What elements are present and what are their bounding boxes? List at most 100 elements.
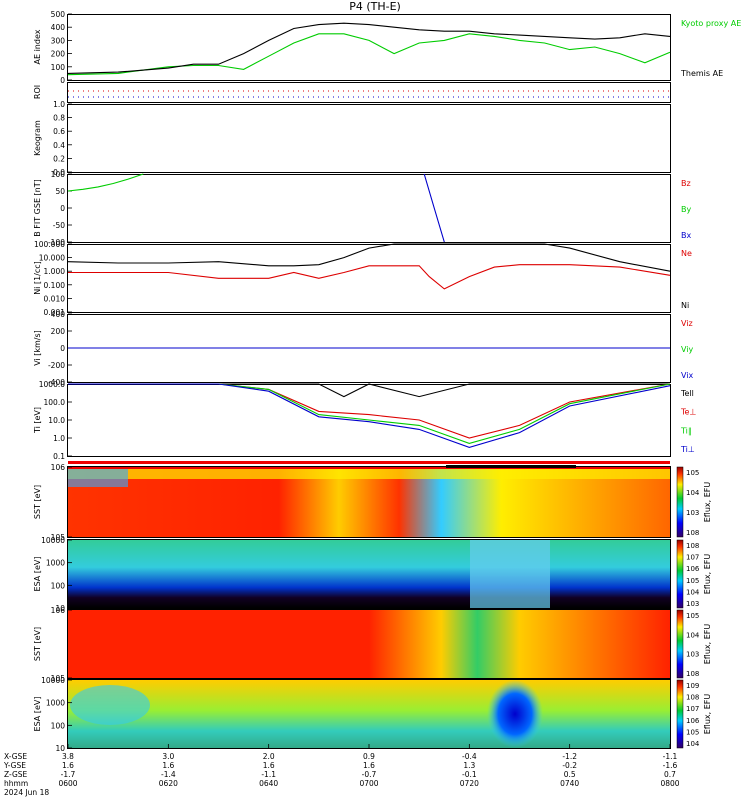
ytick-label-esa_ions: 10: [55, 604, 65, 613]
orbit-row-value: 1.6: [162, 761, 174, 770]
ytick-label-keogram: 0.6: [53, 127, 65, 136]
panel-ylabel-esa_electrons: ESA [eV]: [33, 697, 42, 732]
ytick-label-temperature: 10.0: [48, 416, 65, 425]
ytick-label-esa_ions: 1000: [46, 559, 65, 568]
panel-ylabel-temperature: Ti [eV]: [33, 407, 42, 434]
ytick-label-velocity: 400: [51, 310, 66, 319]
panel-ylabel-roi: ROI: [33, 85, 42, 99]
colorbar-tick-esa_ions: 108: [686, 542, 699, 550]
ytick-label-velocity: 200: [51, 327, 66, 336]
legend-velocity-1: Viy: [681, 345, 694, 354]
legend-temperature-1: Te⊥: [680, 408, 696, 417]
colorbar-tick-esa_ions: 105: [686, 577, 699, 585]
ytick-label-density: 0.001: [44, 308, 66, 317]
time-tick-label: 0800: [660, 779, 679, 788]
colorbar-tick-sst_electrons: 108: [686, 670, 699, 678]
ytick-label-density: 10.000: [39, 254, 65, 263]
orbit-row-value: 0.9: [363, 752, 375, 761]
colorbar-label-sst_electrons: Eflux, EFU: [703, 624, 712, 665]
ytick-label-density: 0.100: [44, 281, 66, 290]
colorbar-tick-esa_electrons: 105: [686, 728, 699, 736]
panel-ylabel-density: Ni [1/cc]: [33, 261, 42, 295]
orbit-row-value: 1.6: [363, 761, 375, 770]
electron-sst-spectrogram: [68, 610, 670, 678]
ytick-label-temperature: 1.0: [53, 434, 65, 443]
ytick-label-ae_index: 0: [60, 76, 65, 85]
series-line-density-1: [67, 243, 671, 272]
legend-b_fgs-2: Bx: [681, 231, 691, 240]
series-line-temperature-0: [68, 383, 670, 398]
ytick-label-keogram: 0.8: [53, 114, 65, 123]
ytick-label-esa_electrons: 10000: [41, 676, 65, 685]
electron-esa-spectrogram: [68, 680, 670, 748]
orbit-row-value: 1.3: [463, 761, 475, 770]
panel-ylabel-keogram: Keogram: [33, 120, 42, 156]
orbit-row-value: -1.1: [663, 752, 678, 761]
ytick-label-b_fgs: -100: [48, 238, 65, 247]
spectrogram-frames: [67, 466, 671, 749]
legend-b_fgs-1: By: [681, 205, 691, 214]
series-line-ae_index-1: [67, 22, 671, 74]
panel-ylabel-velocity: Vi [km/s]: [33, 330, 42, 366]
ytick-label-b_fgs: 0: [60, 204, 65, 213]
ytick-label-esa_electrons: 100: [51, 721, 66, 730]
orbit-row-value: 3.0: [162, 752, 174, 761]
legend-density-1: Ni: [681, 301, 689, 310]
legend-ae_index-0: Kyoto proxy AE: [681, 19, 741, 28]
series-line-temperature-1: [68, 383, 671, 439]
colorbar-tick-esa_electrons: 106: [686, 717, 700, 725]
legend-temperature-0: Tell: [680, 389, 694, 398]
colorbar-label-esa_ions: Eflux, EFU: [703, 554, 712, 595]
ytick-label-sst_ions: 105: [51, 533, 66, 542]
orbit-row-value: -1.6: [663, 761, 678, 770]
figure-title: P4 (TH-E): [349, 0, 401, 13]
legend-density-0: Ne: [681, 249, 692, 258]
orbit-row-value: -1.7: [61, 770, 76, 779]
ytick-label-ae_index: 300: [51, 36, 66, 45]
colorbar-label-sst_ions: Eflux, EFU: [703, 482, 712, 523]
colorbar-tick-esa_electrons: 109: [686, 682, 699, 690]
colorbar-tick-sst_ions: 108: [686, 529, 699, 537]
time-tick-label: 0620: [159, 779, 178, 788]
colorbar-tick-sst_ions: 104: [686, 489, 700, 497]
panel-ylabel-sst_ions: SST [eV]: [33, 485, 42, 519]
ytick-label-velocity: -400: [48, 378, 65, 387]
orbit-row-value: 3.8: [62, 752, 74, 761]
ytick-label-sst_electrons: 105: [51, 674, 66, 683]
colorbar-tick-sst_electrons: 104: [686, 631, 700, 639]
time-tick-label: 0640: [259, 779, 278, 788]
ytick-label-density: 100.000: [34, 240, 65, 249]
ytick-label-esa_electrons: 1000: [46, 699, 65, 708]
time-row-label: hhmm: [4, 779, 28, 788]
ytick-label-velocity: -200: [48, 361, 65, 370]
time-tick-label: 0600: [58, 779, 77, 788]
orbit-row-value: -1.1: [261, 770, 276, 779]
panel-ylabel-ae_index: AE index: [33, 29, 42, 64]
colorbar-tick-sst_ions: 105: [686, 469, 699, 477]
colorbar-tick-esa_ions: 104: [686, 588, 700, 596]
series-line-temperature-2: [68, 383, 671, 444]
ytick-label-temperature: 0.1: [53, 452, 65, 461]
series-line-b_fgs-1: [67, 173, 144, 192]
ytick-label-keogram: 0.2: [53, 154, 65, 163]
orbit-row-label: X-GSE: [4, 752, 27, 761]
orbit-row-value: 0.5: [564, 770, 576, 779]
ytick-label-keogram: 1.0: [53, 100, 65, 109]
orbit-row-label: Z-GSE: [4, 770, 28, 779]
ion-sst-spectrogram: [68, 461, 670, 537]
colorbars: [676, 466, 684, 749]
panel-ylabel-esa_ions: ESA [eV]: [33, 557, 42, 592]
date-label: 2024 Jun 18: [4, 788, 49, 797]
panel-ylabel-b_fgs: B FIT GSE [nT]: [33, 179, 42, 237]
legend-temperature-2: Ti∥: [680, 426, 692, 435]
ytick-label-ae_index: 200: [51, 50, 66, 59]
ytick-label-velocity: 0: [60, 344, 65, 353]
series-line-ae_index-0: [67, 33, 671, 76]
orbit-row-value: 1.6: [62, 761, 74, 770]
ytick-label-b_fgs: 100: [51, 170, 66, 179]
colorbar-label-esa_electrons: Eflux, EFU: [703, 694, 712, 735]
ytick-label-density: 0.010: [44, 294, 66, 303]
ytick-label-esa_ions: 100: [51, 581, 66, 590]
